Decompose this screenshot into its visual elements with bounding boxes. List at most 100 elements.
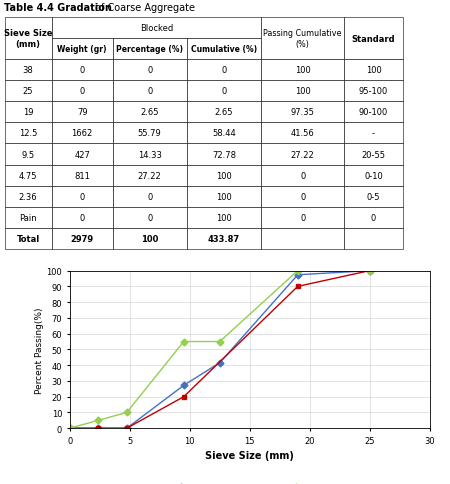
Text: Blocked: Blocked bbox=[140, 24, 173, 33]
Line: Result: Result bbox=[68, 269, 372, 431]
Text: Table 4.4 Gradation: Table 4.4 Gradation bbox=[4, 2, 112, 13]
Bar bbox=[187, 165, 261, 186]
Min bbox=[181, 394, 186, 400]
Text: 433.87: 433.87 bbox=[208, 234, 240, 243]
Max bbox=[67, 425, 72, 431]
Bar bbox=[4, 207, 52, 228]
Result bbox=[95, 425, 101, 431]
Bar bbox=[187, 39, 261, 60]
Text: 811: 811 bbox=[74, 171, 90, 180]
Bar bbox=[187, 228, 261, 249]
Bar bbox=[112, 81, 187, 102]
Text: 0: 0 bbox=[80, 87, 85, 96]
Text: 12.5: 12.5 bbox=[19, 129, 37, 138]
Text: 2.65: 2.65 bbox=[215, 108, 233, 117]
Bar bbox=[261, 81, 344, 102]
Bar bbox=[4, 18, 52, 60]
Text: 0: 0 bbox=[80, 192, 85, 201]
Min bbox=[367, 268, 373, 274]
Text: 0: 0 bbox=[80, 213, 85, 222]
Max bbox=[95, 418, 101, 424]
Bar bbox=[4, 186, 52, 207]
Min bbox=[95, 425, 101, 431]
Text: 0: 0 bbox=[371, 213, 376, 222]
Bar bbox=[112, 123, 187, 144]
Text: 55.79: 55.79 bbox=[138, 129, 162, 138]
Text: 100: 100 bbox=[216, 213, 232, 222]
Max bbox=[181, 339, 186, 345]
Text: 79: 79 bbox=[77, 108, 87, 117]
Bar bbox=[344, 186, 403, 207]
Text: Weight (gr): Weight (gr) bbox=[58, 45, 107, 54]
Text: 1662: 1662 bbox=[72, 129, 93, 138]
Text: 0: 0 bbox=[221, 66, 226, 75]
Bar bbox=[52, 186, 112, 207]
Text: -: - bbox=[372, 129, 375, 138]
Bar bbox=[261, 165, 344, 186]
Text: Percentage (%): Percentage (%) bbox=[116, 45, 183, 54]
Text: 100: 100 bbox=[295, 87, 310, 96]
Bar bbox=[344, 144, 403, 165]
Text: 0-10: 0-10 bbox=[364, 171, 383, 180]
Bar bbox=[344, 102, 403, 123]
Bar bbox=[4, 144, 52, 165]
Text: 19: 19 bbox=[23, 108, 33, 117]
Bar bbox=[112, 144, 187, 165]
Bar bbox=[187, 207, 261, 228]
Text: 20-55: 20-55 bbox=[361, 150, 386, 159]
Text: 100: 100 bbox=[216, 171, 232, 180]
Text: 4.75: 4.75 bbox=[19, 171, 37, 180]
Text: 90-100: 90-100 bbox=[359, 108, 388, 117]
Text: 0: 0 bbox=[80, 66, 85, 75]
Text: 38: 38 bbox=[23, 66, 33, 75]
Max bbox=[124, 409, 130, 415]
Bar bbox=[261, 60, 344, 81]
Bar bbox=[52, 39, 112, 60]
Result bbox=[217, 360, 222, 366]
Text: 2.36: 2.36 bbox=[19, 192, 37, 201]
Bar bbox=[112, 39, 187, 60]
Min bbox=[67, 425, 72, 431]
Y-axis label: Percent Passing(%): Percent Passing(%) bbox=[35, 306, 44, 393]
Bar bbox=[344, 228, 403, 249]
Text: 25: 25 bbox=[23, 87, 33, 96]
Bar bbox=[112, 60, 187, 81]
Bar bbox=[344, 165, 403, 186]
Bar bbox=[4, 60, 52, 81]
Bar bbox=[112, 228, 187, 249]
Max bbox=[367, 268, 373, 274]
Bar bbox=[4, 228, 52, 249]
Result bbox=[295, 272, 301, 278]
Bar bbox=[187, 60, 261, 81]
Text: 0: 0 bbox=[221, 87, 226, 96]
Text: 2979: 2979 bbox=[71, 234, 94, 243]
Bar bbox=[261, 18, 344, 60]
Bar bbox=[52, 60, 112, 81]
Text: 9.5: 9.5 bbox=[22, 150, 35, 159]
Bar bbox=[112, 165, 187, 186]
Text: 0: 0 bbox=[300, 171, 305, 180]
Text: 0: 0 bbox=[147, 213, 152, 222]
Text: 14.33: 14.33 bbox=[138, 150, 162, 159]
Text: Cumulative (%): Cumulative (%) bbox=[191, 45, 257, 54]
Bar bbox=[4, 165, 52, 186]
Result bbox=[124, 425, 130, 431]
Bar bbox=[52, 165, 112, 186]
Text: 58.44: 58.44 bbox=[212, 129, 236, 138]
X-axis label: Sieve Size (mm): Sieve Size (mm) bbox=[205, 451, 294, 460]
Min bbox=[124, 425, 130, 431]
Bar bbox=[52, 123, 112, 144]
Bar bbox=[4, 123, 52, 144]
Text: Pain: Pain bbox=[19, 213, 37, 222]
Bar bbox=[187, 186, 261, 207]
Bar bbox=[52, 228, 112, 249]
Bar bbox=[344, 81, 403, 102]
Max bbox=[217, 339, 222, 345]
Bar bbox=[344, 60, 403, 81]
Bar bbox=[112, 102, 187, 123]
Text: Sieve Size
(mm): Sieve Size (mm) bbox=[4, 30, 52, 49]
Bar bbox=[4, 81, 52, 102]
Bar bbox=[261, 144, 344, 165]
Text: 0: 0 bbox=[147, 192, 152, 201]
Text: 100: 100 bbox=[295, 66, 310, 75]
